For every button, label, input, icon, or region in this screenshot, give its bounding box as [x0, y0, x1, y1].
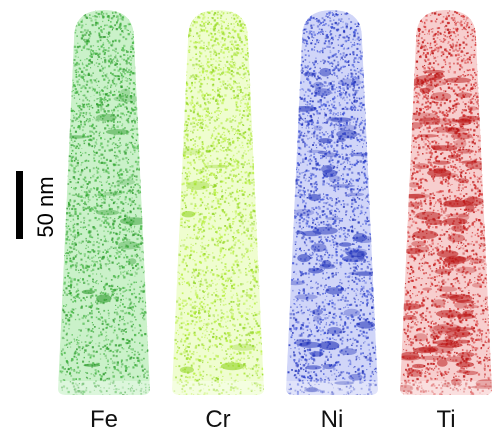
scale-bar — [16, 171, 23, 239]
tip-fe-atoms — [59, 10, 150, 395]
tip-fe — [58, 10, 150, 395]
tip-cr — [172, 10, 264, 395]
tip-ni — [286, 10, 378, 395]
tip-ti — [400, 10, 492, 395]
element-label-ti: Ti — [436, 406, 456, 433]
tip-ni-body — [286, 10, 378, 395]
scale-bar-label: 50 nm — [33, 176, 58, 238]
tip-ti-atoms — [400, 10, 492, 395]
element-label-fe: Fe — [89, 406, 118, 433]
element-label-ni: Ni — [320, 406, 344, 433]
tip-cr-atoms — [173, 10, 264, 395]
element-label-cr: Cr — [205, 406, 231, 433]
